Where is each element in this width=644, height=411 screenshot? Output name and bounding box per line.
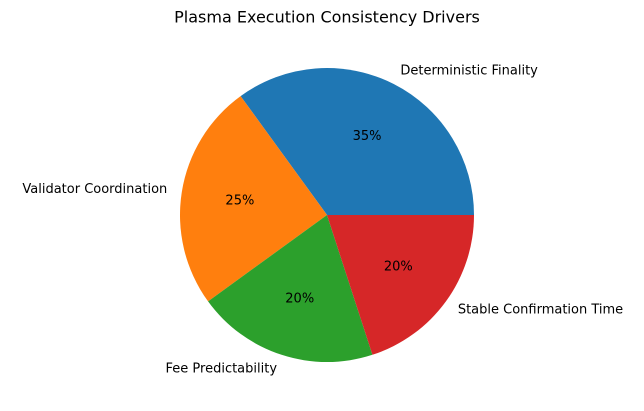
slice-label: Validator Coordination — [22, 182, 167, 197]
slice-label: Deterministic Finality — [400, 63, 538, 78]
pie-slice — [240, 68, 474, 216]
slice-label: Fee Predictability — [166, 361, 278, 376]
pie-slice — [180, 96, 327, 302]
value-label: 20% — [285, 291, 314, 306]
pie-slice — [208, 215, 373, 362]
slice-label: Stable Confirmation Time — [458, 303, 623, 318]
value-label: 20% — [384, 259, 413, 274]
value-label: 35% — [353, 129, 382, 144]
value-label: 25% — [225, 194, 254, 209]
chart-title: Plasma Execution Consistency Drivers — [174, 8, 480, 27]
pie-slice — [327, 215, 474, 355]
